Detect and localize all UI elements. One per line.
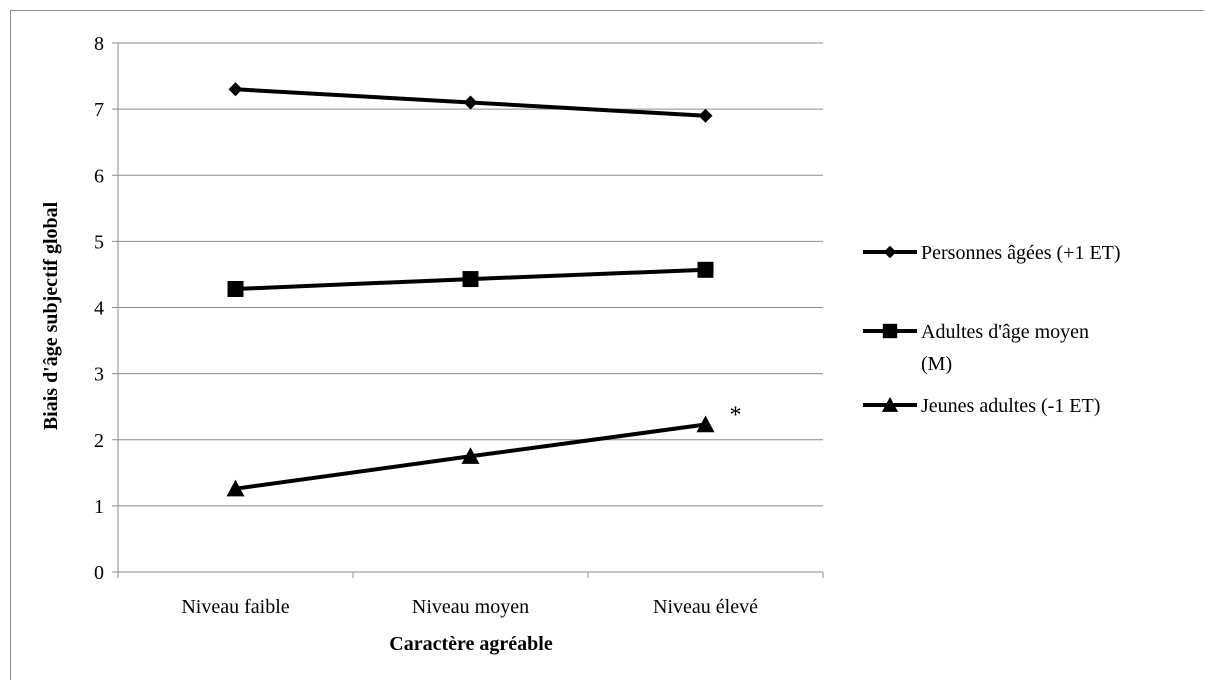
data-point-diamond: [883, 245, 897, 259]
gridlines: [118, 42, 823, 507]
y-tick-label: 5: [94, 231, 104, 253]
line-chart: 0 1 2 3 4 5 6 7 8 Niveau faible Niveau moyen Niveau…: [40, 33, 1121, 655]
data-point-square: [227, 280, 244, 297]
data-point-triangle: [461, 447, 480, 464]
y-tick-label: 7: [94, 99, 104, 121]
legend-label: Jeunes adultes (-1 ET): [921, 395, 1100, 417]
legend: Personnes âgées (+1 ET) Adultes d'âge moy…: [863, 242, 1121, 417]
y-axis-title: Biais d'âge subjectif global: [40, 201, 62, 430]
x-axis-title: Caractère agréable: [389, 633, 553, 655]
axes: 0 1 2 3 4 5 6 7 8 Niveau faible Niveau moyen Niveau…: [94, 33, 824, 618]
y-tick-label: 8: [94, 33, 104, 55]
legend-label: Adultes d'âge moyen: [921, 321, 1089, 343]
chart-frame: 0 1 2 3 4 5 6 7 8 Niveau faible Niveau moyen Niveau…: [10, 10, 1204, 680]
data-point-square: [882, 323, 898, 339]
data-point-triangle: [696, 415, 715, 433]
y-tick-label: 4: [94, 298, 104, 320]
data-point-diamond: [698, 108, 713, 123]
y-tick-label: 0: [94, 562, 104, 584]
significance-asterisk: *: [730, 403, 742, 429]
x-tick-label: Niveau moyen: [412, 596, 529, 618]
x-tick-label: Niveau faible: [181, 596, 289, 618]
data-point-diamond: [463, 95, 478, 110]
series-lines: [226, 82, 715, 497]
y-tick-label: 3: [94, 364, 104, 386]
data-point-square: [462, 271, 479, 288]
y-tick-label: 6: [94, 165, 104, 187]
x-tick-label: Niveau élevé: [653, 596, 758, 618]
data-point-square: [697, 261, 714, 278]
y-tick-label: 1: [94, 496, 104, 518]
data-point-diamond: [228, 82, 243, 97]
data-point-triangle: [881, 396, 899, 412]
data-point-triangle: [226, 479, 245, 497]
annotations: *: [730, 403, 742, 429]
legend-label: Personnes âgées (+1 ET): [921, 242, 1121, 264]
legend-label: (M): [921, 353, 952, 375]
y-tick-label: 2: [94, 430, 104, 452]
